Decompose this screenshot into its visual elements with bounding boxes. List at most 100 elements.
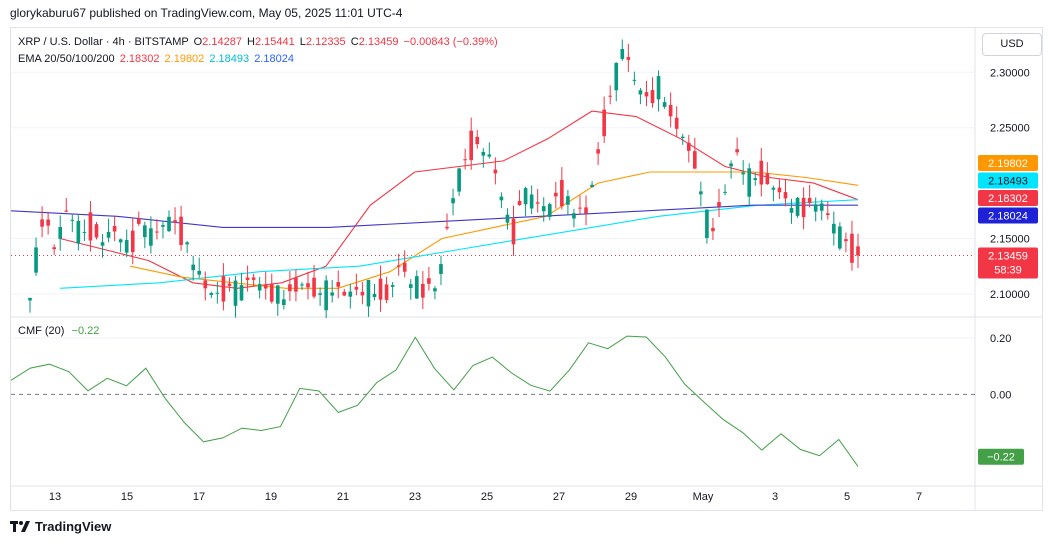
candle: [807, 184, 812, 208]
candle: [421, 271, 425, 310]
currency-button[interactable]: USD: [982, 33, 1042, 56]
candle-body: [771, 187, 776, 190]
candle-body: [723, 191, 727, 193]
candle: [378, 265, 383, 312]
time-tick-label: 13: [49, 491, 61, 503]
candle-body: [680, 136, 685, 139]
candle: [433, 286, 437, 300]
candle-body: [560, 180, 564, 207]
candle-body: [82, 232, 87, 234]
candle: [372, 283, 377, 301]
candle: [686, 134, 691, 163]
candle-body: [324, 280, 328, 311]
candle: [94, 221, 99, 240]
candle: [88, 201, 93, 252]
candle-body: [185, 242, 189, 245]
candle-body: [735, 149, 739, 153]
candle: [578, 195, 582, 215]
candle: [777, 179, 782, 200]
candle: [572, 208, 576, 228]
candle: [227, 277, 232, 292]
candle: [209, 291, 214, 299]
cmf-legend-label: CMF (20): [18, 325, 65, 337]
candle-body: [626, 57, 631, 60]
candle: [662, 96, 667, 109]
candle: [747, 163, 752, 206]
candle-body: [584, 207, 588, 214]
price-tick-label: 2.10000: [990, 289, 1030, 301]
candle: [560, 167, 564, 210]
candle: [801, 187, 806, 230]
candle: [330, 279, 335, 303]
candle: [82, 219, 87, 241]
candle: [130, 217, 135, 265]
ema-badge-bg: [978, 190, 1038, 206]
candle-body: [414, 276, 419, 299]
candle-body: [783, 192, 788, 199]
candle: [632, 71, 637, 86]
high-label: H: [247, 36, 255, 48]
ema-line-ema50: [129, 171, 859, 289]
candle-body: [245, 277, 250, 281]
candle-body: [620, 48, 625, 59]
time-tick-label: 27: [553, 491, 565, 503]
candle-body: [529, 194, 534, 209]
candle: [300, 282, 304, 290]
ema-badge-bg: [978, 155, 1038, 171]
cmf-tick-label: 0.20: [990, 333, 1011, 345]
candle-body: [300, 284, 304, 286]
candle-body: [100, 242, 105, 246]
candle: [366, 279, 371, 317]
open-label: O: [193, 36, 203, 48]
candle: [541, 197, 546, 222]
candle-body: [572, 213, 576, 219]
candle: [517, 190, 522, 206]
candle: [650, 77, 655, 108]
ema-badge-label: 2.18302: [988, 193, 1028, 205]
candle-body: [155, 231, 159, 233]
candle: [445, 213, 449, 231]
candle-body: [239, 285, 244, 301]
candle-body: [686, 142, 691, 151]
last-price-badge: 2.13459 58:39: [978, 247, 1038, 279]
candle: [674, 106, 679, 137]
candle-body: [487, 154, 492, 157]
candle-body: [765, 173, 770, 185]
candle: [499, 192, 504, 209]
candle: [112, 216, 117, 242]
candle-body: [390, 285, 395, 287]
candle: [795, 196, 800, 218]
candle: [699, 181, 703, 207]
candle-body: [34, 247, 38, 273]
candle: [306, 271, 310, 300]
price-tick-label: 2.25000: [990, 123, 1030, 135]
candle-body: [354, 286, 359, 290]
candle-body: [838, 226, 842, 249]
chart-frame[interactable]: [10, 27, 1043, 511]
candle: [668, 92, 673, 128]
high-value: 2.15441: [254, 36, 295, 48]
candle: [602, 96, 606, 143]
candle: [656, 70, 661, 112]
candle-body: [106, 231, 111, 238]
candle: [644, 80, 649, 107]
candle: [348, 283, 353, 309]
candle: [324, 275, 328, 319]
time-tick-label: 15: [121, 491, 133, 503]
tradingview-brand[interactable]: TradingView: [10, 519, 111, 534]
candle: [735, 137, 739, 156]
candle: [155, 219, 159, 240]
candle: [203, 271, 208, 301]
candle-body: [674, 117, 679, 129]
candle-body: [741, 172, 745, 175]
candle-body: [143, 225, 147, 238]
candle: [118, 238, 123, 253]
change-value: −0.00843 (−0.39%): [403, 36, 498, 48]
candle: [620, 39, 625, 61]
candle-body: [656, 76, 661, 100]
ema-badge-bg: [978, 172, 1038, 189]
cmf-layer: [10, 335, 975, 467]
time-tick-label: 25: [481, 491, 493, 503]
candle-body: [469, 130, 474, 161]
